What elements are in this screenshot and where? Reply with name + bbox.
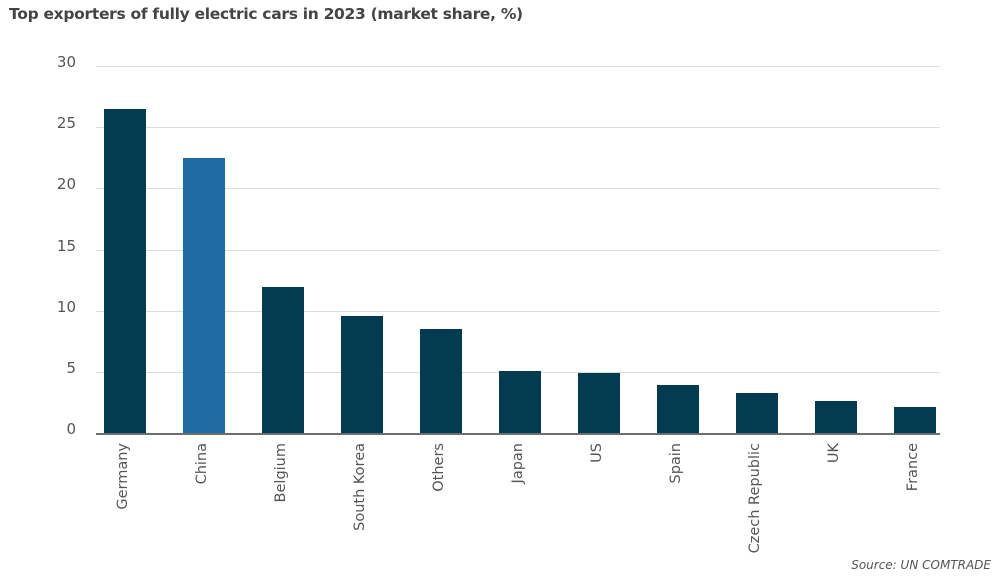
bar-uk [815, 401, 857, 433]
x-tick-label: South Korea [352, 443, 368, 531]
gridline [96, 127, 940, 128]
gridline [96, 188, 940, 189]
x-tick-label: Others [431, 443, 447, 492]
x-axis-line [96, 433, 940, 435]
y-tick-label: 10 [56, 297, 76, 316]
x-tick-label: Belgium [273, 443, 289, 503]
gridline [96, 66, 940, 67]
x-tick-label: Czech Republic [747, 443, 763, 554]
bar-us [578, 373, 620, 433]
bar-france [894, 407, 936, 433]
x-tick-label: China [194, 443, 210, 485]
bar-germany [104, 108, 146, 433]
x-tick-label: US [589, 443, 605, 463]
bar-china [183, 157, 225, 433]
y-tick-label: 0 [66, 420, 76, 438]
gridline [96, 250, 940, 251]
source-note: Source: UN COMTRADE [851, 558, 991, 572]
y-tick-label: 25 [56, 114, 76, 133]
bar-czech-republic [736, 392, 778, 433]
bar-spain [657, 385, 699, 433]
x-tick-label: UK [826, 443, 842, 464]
x-tick-label: Japan [510, 443, 526, 484]
bar-others [420, 329, 462, 433]
gridline [96, 311, 940, 312]
bar-belgium [262, 287, 304, 433]
y-tick-label: 30 [56, 53, 76, 71]
chart-title: Top exporters of fully electric cars in … [9, 5, 523, 23]
x-tick-label: France [905, 443, 921, 492]
x-tick-label: Spain [668, 443, 684, 484]
y-tick-label: 5 [66, 358, 76, 377]
x-tick-label: Germany [115, 443, 131, 510]
y-tick-label: 15 [56, 236, 76, 255]
bar-japan [499, 370, 541, 433]
y-tick-label: 20 [56, 175, 76, 194]
bar-south-korea [341, 315, 383, 433]
